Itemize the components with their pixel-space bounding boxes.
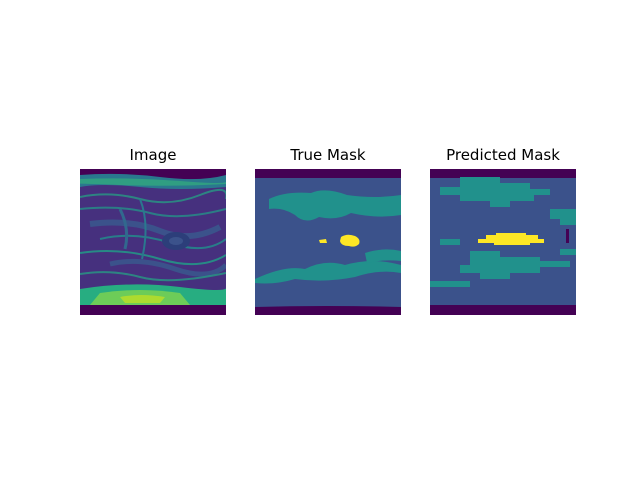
true-mask-panel-title: True Mask — [290, 146, 366, 164]
image-panel — [80, 169, 226, 315]
predicted-mask-panel — [430, 169, 576, 315]
predicted-mask-panel-title: Predicted Mask — [446, 146, 560, 164]
mri-image — [80, 169, 226, 315]
predicted-mask-image — [430, 169, 576, 315]
image-panel-title: Image — [129, 146, 177, 164]
true-mask-panel — [255, 169, 401, 315]
true-mask-image — [255, 169, 401, 315]
